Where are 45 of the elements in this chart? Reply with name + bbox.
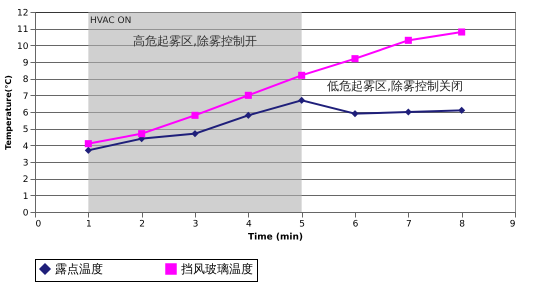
point xyxy=(191,130,199,138)
point xyxy=(458,28,466,36)
y-tick-label: 6 xyxy=(22,108,29,118)
point xyxy=(351,55,359,62)
point xyxy=(138,130,146,138)
y-tick-label: 8 xyxy=(22,75,29,86)
y-axis-title: Temperature(°C) xyxy=(4,75,14,150)
y-tick-label: 3 xyxy=(22,158,28,168)
x-tick-label: 0 xyxy=(36,220,42,230)
x-tick-label: 5 xyxy=(299,220,306,230)
y-tick-label: 10 xyxy=(17,42,29,52)
x-tick-label: 4 xyxy=(246,220,252,230)
y-tick-label: 5 xyxy=(22,125,28,136)
point xyxy=(404,36,412,44)
y-tick-label: 9 xyxy=(22,58,29,68)
y-tick-label: 4 xyxy=(22,142,29,152)
x-tick-label: 9 xyxy=(510,220,516,230)
point xyxy=(298,72,306,79)
point xyxy=(351,110,359,118)
y-tick-label: 11 xyxy=(17,25,28,36)
point xyxy=(298,96,306,104)
point xyxy=(84,146,92,154)
point xyxy=(458,106,466,114)
point xyxy=(244,112,252,119)
y-tick-label: 0 xyxy=(22,208,29,218)
x-tick-label: 8 xyxy=(459,220,466,230)
x-tick-label: 3 xyxy=(192,220,198,230)
x-tick-label: 7 xyxy=(406,220,412,230)
y-tick-label: 1 xyxy=(22,192,28,202)
legend-label: 挡风玻璃温度 xyxy=(181,262,253,276)
band-label: 高危起雾区,除雾控制开 xyxy=(133,34,257,48)
x-axis-title: Time (min) xyxy=(248,232,303,242)
annotation: HVAC ON xyxy=(90,16,132,26)
annotation: 低危起雾区,除雾控制关闭 xyxy=(327,79,463,93)
x-tick-label: 2 xyxy=(139,220,146,230)
legend-label: 露点温度 xyxy=(55,262,103,276)
x-tick-label: 1 xyxy=(86,220,92,230)
point xyxy=(191,112,199,119)
y-tick-label: 7 xyxy=(22,92,28,102)
point xyxy=(244,92,252,99)
point xyxy=(84,140,92,148)
x-tick-label: 6 xyxy=(352,220,359,230)
y-tick-label: 12 xyxy=(17,8,28,18)
y-tick-label: 2 xyxy=(22,175,28,186)
point xyxy=(404,108,412,116)
